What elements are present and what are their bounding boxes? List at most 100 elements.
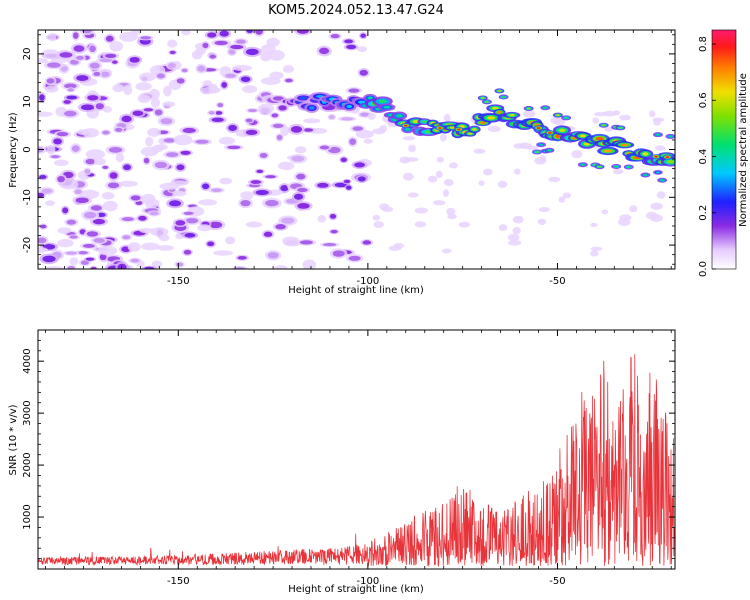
spectrogram-blob — [408, 144, 416, 153]
spectrogram-blob — [232, 64, 252, 71]
spectrogram-blob — [154, 161, 167, 169]
x-tick-label: -100 — [357, 576, 380, 587]
spectrogram-blob — [291, 155, 305, 162]
spectrogram-blob — [235, 39, 246, 44]
spectrogram-blob — [660, 179, 665, 182]
spectrogram-blob — [629, 205, 638, 213]
spectrogram-blob — [362, 240, 372, 245]
spectrogram-blob — [166, 152, 179, 158]
spectrogram-blob — [159, 234, 170, 242]
spectrogram-blob — [40, 224, 47, 229]
snr-y-axis-title: SNR (10 * v/v) — [8, 404, 19, 475]
spectrogram-blob — [534, 156, 547, 165]
spectrogram-blob — [240, 191, 254, 200]
figure-title: KOM5.2024.052.13.47.G24 — [268, 3, 444, 18]
spectrogram-blob — [44, 266, 65, 269]
spectrogram-blob — [93, 238, 105, 243]
spectrogram-blob — [123, 84, 133, 96]
spectrogram-blob — [656, 133, 660, 136]
spectrogram-blob — [665, 156, 670, 159]
spectrogram-blob — [150, 227, 169, 237]
spectrogram-blob — [59, 52, 73, 58]
spectrogram-blob — [547, 149, 552, 152]
spectrogram-blob — [345, 185, 352, 190]
spectrogram-blob — [246, 30, 253, 34]
spectrogram-blob — [294, 146, 307, 154]
spectrogram-blob — [328, 115, 335, 120]
spectrogram-blob — [154, 109, 163, 116]
colorbar-gradient — [712, 30, 736, 269]
spectrogram-blob — [267, 252, 279, 259]
spectrogram-blob — [282, 236, 300, 246]
spectrogram-blob — [107, 182, 120, 189]
spectrogram-blob — [175, 233, 185, 240]
spectrogram-blob — [580, 163, 585, 166]
spectrogram-blob — [162, 101, 176, 107]
spectrogram-blob — [53, 138, 62, 145]
spectrogram-blob — [144, 198, 160, 209]
spectrogram-blob — [102, 165, 109, 169]
spectrogram-blob — [38, 192, 45, 198]
spectrogram-blob — [265, 199, 279, 207]
spectrogram-blob — [447, 213, 457, 220]
spectrogram-blob — [259, 153, 268, 158]
spectrogram-blob — [278, 105, 287, 111]
spectrogram-blob — [40, 49, 61, 60]
spectrogram-blob — [359, 69, 368, 76]
spectrogram-blob — [381, 206, 394, 213]
spectrogram-blob — [89, 45, 96, 53]
spectrogram-blob — [85, 158, 96, 165]
spectrogram-blob — [80, 104, 95, 111]
spectrogram-blob — [119, 31, 138, 42]
spectrogram-y-axis-title: Frequency (Hz) — [8, 112, 19, 188]
spectrogram-blob — [54, 159, 69, 167]
spectrogram-blob — [501, 96, 506, 98]
spectrogram-blob — [217, 103, 224, 108]
spectrogram-blob — [346, 44, 357, 50]
spectrogram-blob — [183, 249, 192, 255]
spectrogram-blob — [176, 78, 185, 84]
spectrogram-blob — [280, 185, 289, 192]
colorbar: 0.0 0.2 0.4 0.6 0.8 Normalized spectral ampl… — [698, 29, 749, 277]
spectrogram-blob — [388, 245, 402, 251]
spectrogram-blob — [595, 136, 604, 141]
spectrogram-blob — [486, 116, 496, 120]
spectrogram-blob — [138, 72, 156, 82]
spectrogram-blob — [543, 106, 548, 109]
y-tick-label: 0 — [22, 146, 33, 152]
spectrogram-blob — [555, 114, 560, 117]
spectrogram-blob — [332, 250, 345, 257]
spectrogram-blob — [74, 189, 82, 195]
spectrogram-blob — [285, 78, 293, 83]
spectrogram-blob — [498, 224, 508, 231]
spectrogram-blob — [255, 30, 263, 35]
spectrogram-blob — [130, 195, 141, 201]
spectrogram-blob — [114, 127, 123, 132]
spectrogram-blob — [76, 75, 89, 81]
colorbar-tick-label: 0.8 — [698, 36, 709, 52]
spectrogram-blob — [614, 165, 619, 168]
spectrogram-blob — [538, 207, 550, 213]
spectrogram-blob — [590, 222, 598, 227]
spectrogram-blob — [303, 118, 321, 124]
spectrogram-blob — [348, 255, 361, 261]
spectrogram-blob — [593, 112, 607, 117]
y-tick-label: 20 — [22, 48, 33, 61]
spectrogram-blob — [626, 166, 631, 168]
spectrogram-blob — [156, 143, 168, 151]
spectrogram-blob — [73, 45, 85, 52]
spectrogram-blob — [38, 58, 48, 64]
spectrogram-blob — [322, 243, 337, 247]
spectrogram-blob — [219, 30, 229, 37]
spectrogram-blob — [56, 132, 69, 137]
spectrogram-blob — [93, 157, 106, 166]
spectrogram-blob — [514, 168, 521, 175]
spectrogram-blob — [123, 164, 131, 171]
spectrogram-blob — [46, 144, 56, 155]
spectrogram-blob — [145, 136, 154, 147]
spectrogram-blob — [571, 150, 583, 159]
spectrogram-blob — [317, 182, 329, 188]
spectrogram-blob — [225, 236, 236, 245]
spectrogram-blob — [95, 103, 104, 110]
